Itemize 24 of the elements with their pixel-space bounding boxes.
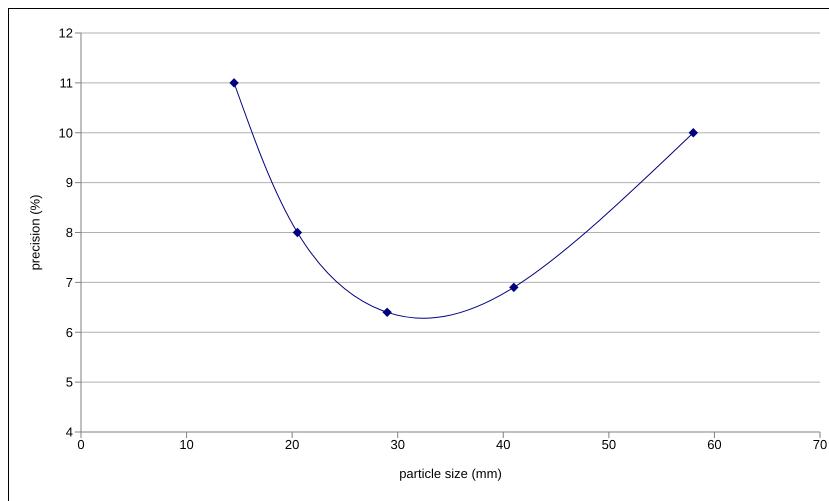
x-tick-label: 30 — [390, 437, 405, 452]
x-tick-label: 60 — [707, 437, 722, 452]
y-tick-label: 9 — [66, 175, 73, 190]
x-tick-label: 40 — [496, 437, 511, 452]
y-axis-title: precision (%) — [28, 194, 43, 270]
point — [688, 128, 698, 138]
y-tick-label: 8 — [66, 225, 73, 240]
x-tick-label: 0 — [77, 437, 85, 452]
x-tick-label: 10 — [179, 437, 194, 452]
point — [292, 228, 302, 237]
y-tick-label: 6 — [66, 324, 73, 340]
x-tick-label: 20 — [284, 437, 300, 452]
point — [382, 308, 392, 317]
point — [509, 282, 518, 292]
y-tick-label: 7 — [66, 274, 73, 290]
x-tick-label: 70 — [812, 437, 828, 452]
x-axis-title: particle size (mm) — [399, 466, 502, 481]
y-tick-label: 5 — [66, 374, 73, 390]
x-tick-label: 50 — [602, 437, 616, 452]
y-tick-label: 4 — [66, 424, 73, 440]
y-tick-label: 11 — [60, 75, 73, 90]
y-tick-label: 10 — [58, 125, 73, 140]
point — [230, 78, 239, 88]
y-tick-label: 12 — [58, 26, 73, 41]
